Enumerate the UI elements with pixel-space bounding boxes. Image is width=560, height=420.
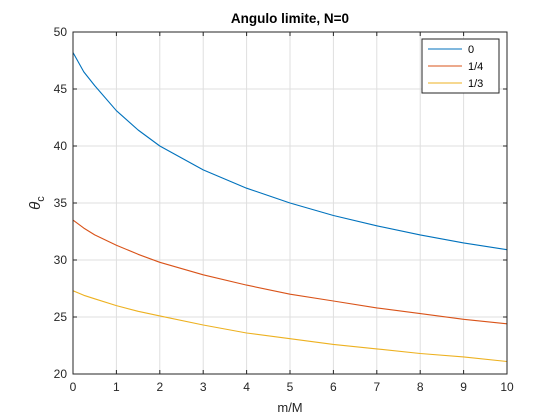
x-tick-label: 5 — [287, 380, 294, 394]
x-tick-label: 9 — [460, 380, 467, 394]
y-tick-label: 40 — [54, 139, 68, 153]
legend-label-1: 1/4 — [468, 61, 483, 73]
x-axis-title: m/M — [277, 400, 302, 415]
chart-title: Angulo limite, N=0 — [231, 11, 349, 26]
x-tick-label: 0 — [70, 380, 77, 394]
legend: 0 1/4 1/3 — [421, 38, 500, 94]
x-tick-label: 8 — [417, 380, 424, 394]
x-tick-label: 6 — [330, 380, 337, 394]
series-line-2 — [72, 290, 508, 363]
series-line-1 — [72, 219, 508, 325]
y-tick-label: 30 — [54, 253, 68, 267]
x-tick-label: 4 — [243, 380, 250, 394]
x-tick-label: 1 — [113, 380, 120, 394]
y-axis-title-subscript: c — [35, 196, 47, 202]
x-tick-label: 2 — [156, 380, 163, 394]
y-tick-label: 50 — [54, 25, 68, 39]
x-tick-label: 7 — [373, 380, 380, 394]
y-tick-label: 35 — [54, 196, 68, 210]
x-tick-label: 10 — [500, 380, 514, 394]
y-tick-label: 20 — [54, 367, 68, 381]
y-axis-title-symbol: θ — [27, 202, 44, 210]
y-tick-label: 25 — [54, 310, 68, 324]
series-lines — [72, 52, 508, 363]
y-tick-label: 45 — [54, 82, 68, 96]
y-axis-title: θc — [27, 196, 47, 210]
legend-label-2: 1/3 — [468, 78, 483, 90]
x-tick-label: 3 — [200, 380, 207, 394]
legend-label-0: 0 — [468, 44, 474, 56]
series-line-0 — [72, 52, 508, 251]
